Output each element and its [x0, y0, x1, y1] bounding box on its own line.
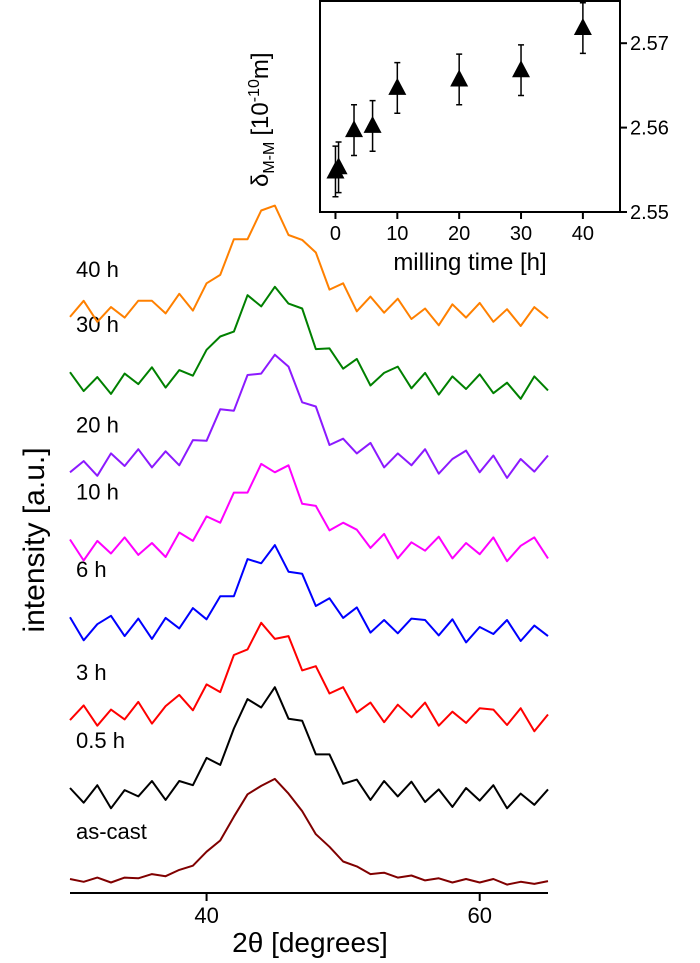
data-line [69, 686, 549, 810]
data-line [69, 285, 549, 400]
label-subscript: M-M [261, 142, 278, 174]
data-line [69, 204, 549, 327]
series-label: 40 h [76, 257, 119, 282]
marker [388, 77, 407, 95]
label-exponent: -10 [246, 79, 263, 102]
marker [345, 120, 364, 138]
marker [450, 69, 469, 87]
x-axis-label: 2θ [degrees] [232, 927, 388, 958]
y-tick-label: 2.55 [630, 202, 669, 224]
y-tick-label: 2.56 [630, 118, 669, 140]
marker [512, 60, 531, 78]
label-unit: [10 [247, 102, 274, 135]
series-label: 6 h [76, 557, 107, 582]
series-label: 3 h [76, 660, 107, 685]
x-tick-label: 0 [330, 223, 341, 245]
series-label: 20 h [76, 412, 119, 437]
y-axis-label: intensity [a.u.] [18, 447, 51, 632]
x-tick-label: 30 [510, 223, 532, 245]
x-tick-label: 60 [467, 903, 491, 928]
data-line [69, 462, 549, 563]
inset-frame [319, 0, 621, 213]
series-label: as-cast [76, 819, 147, 844]
y-tick-label: 2.57 [630, 33, 669, 55]
marker [329, 157, 348, 175]
marker [573, 18, 592, 36]
data-line [69, 777, 549, 886]
data-line [69, 353, 549, 479]
label-unit-end: m] [247, 52, 274, 79]
inset-y-axis-label: δM-M [10-10m] [246, 52, 278, 187]
x-tick-label: 40 [572, 223, 594, 245]
series-label: 30 h [76, 312, 119, 337]
data-line [69, 621, 549, 733]
x-tick-label: 40 [194, 903, 218, 928]
label-symbol: δ [247, 174, 274, 187]
x-tick-label: 10 [386, 223, 408, 245]
x-tick-label: 20 [448, 223, 470, 245]
series-label: 0.5 h [76, 728, 125, 753]
marker [363, 115, 382, 133]
series-label: 10 h [76, 480, 119, 505]
inset-x-axis-label: milling time [h] [393, 249, 546, 276]
data-line [69, 544, 549, 644]
